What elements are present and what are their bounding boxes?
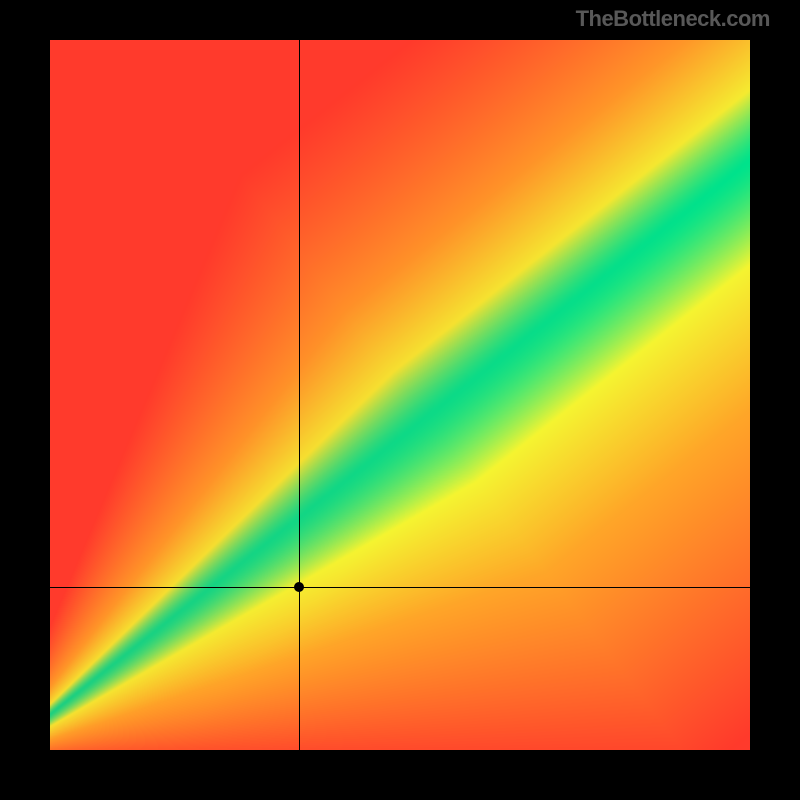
crosshair-vertical [299,40,300,750]
heatmap-plot [50,40,750,750]
attribution-text: TheBottleneck.com [576,6,770,32]
crosshair-horizontal [50,587,750,588]
heatmap-canvas [50,40,750,750]
crosshair-marker [294,582,304,592]
